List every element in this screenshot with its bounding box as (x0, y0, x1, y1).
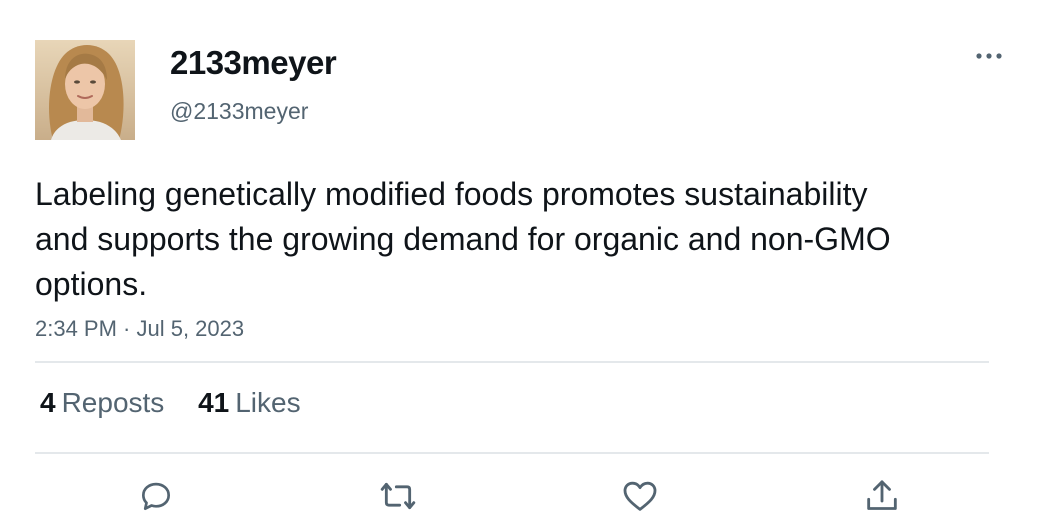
more-horizontal-icon (976, 53, 1002, 59)
tweet-text: Labeling genetically modified foods prom… (35, 176, 891, 302)
likes-stat[interactable]: 41 Likes (198, 387, 301, 419)
share-icon (867, 480, 897, 510)
share-button[interactable] (860, 474, 904, 518)
engagement-stats: 4 Reposts 41 Likes (40, 387, 327, 419)
reply-icon (141, 482, 171, 511)
divider (35, 361, 989, 363)
likes-label: Likes (235, 387, 301, 418)
avatar-image (35, 40, 135, 140)
like-button[interactable] (618, 474, 662, 518)
more-options-button[interactable] (970, 44, 1008, 68)
repost-button[interactable] (376, 474, 420, 518)
repost-icon (380, 482, 416, 510)
reposts-count: 4 (40, 387, 56, 418)
reposts-label: Reposts (61, 387, 165, 418)
reply-button[interactable] (134, 474, 178, 518)
avatar[interactable] (35, 40, 135, 140)
heart-icon (623, 481, 657, 511)
tweet-timestamp[interactable]: 2:34 PM · Jul 5, 2023 (35, 316, 245, 341)
reposts-stat[interactable]: 4 Reposts (40, 387, 164, 419)
user-handle[interactable]: @2133meyer (170, 98, 309, 124)
divider (35, 452, 989, 454)
likes-count: 41 (198, 387, 230, 418)
display-name[interactable]: 2133meyer (170, 44, 337, 81)
